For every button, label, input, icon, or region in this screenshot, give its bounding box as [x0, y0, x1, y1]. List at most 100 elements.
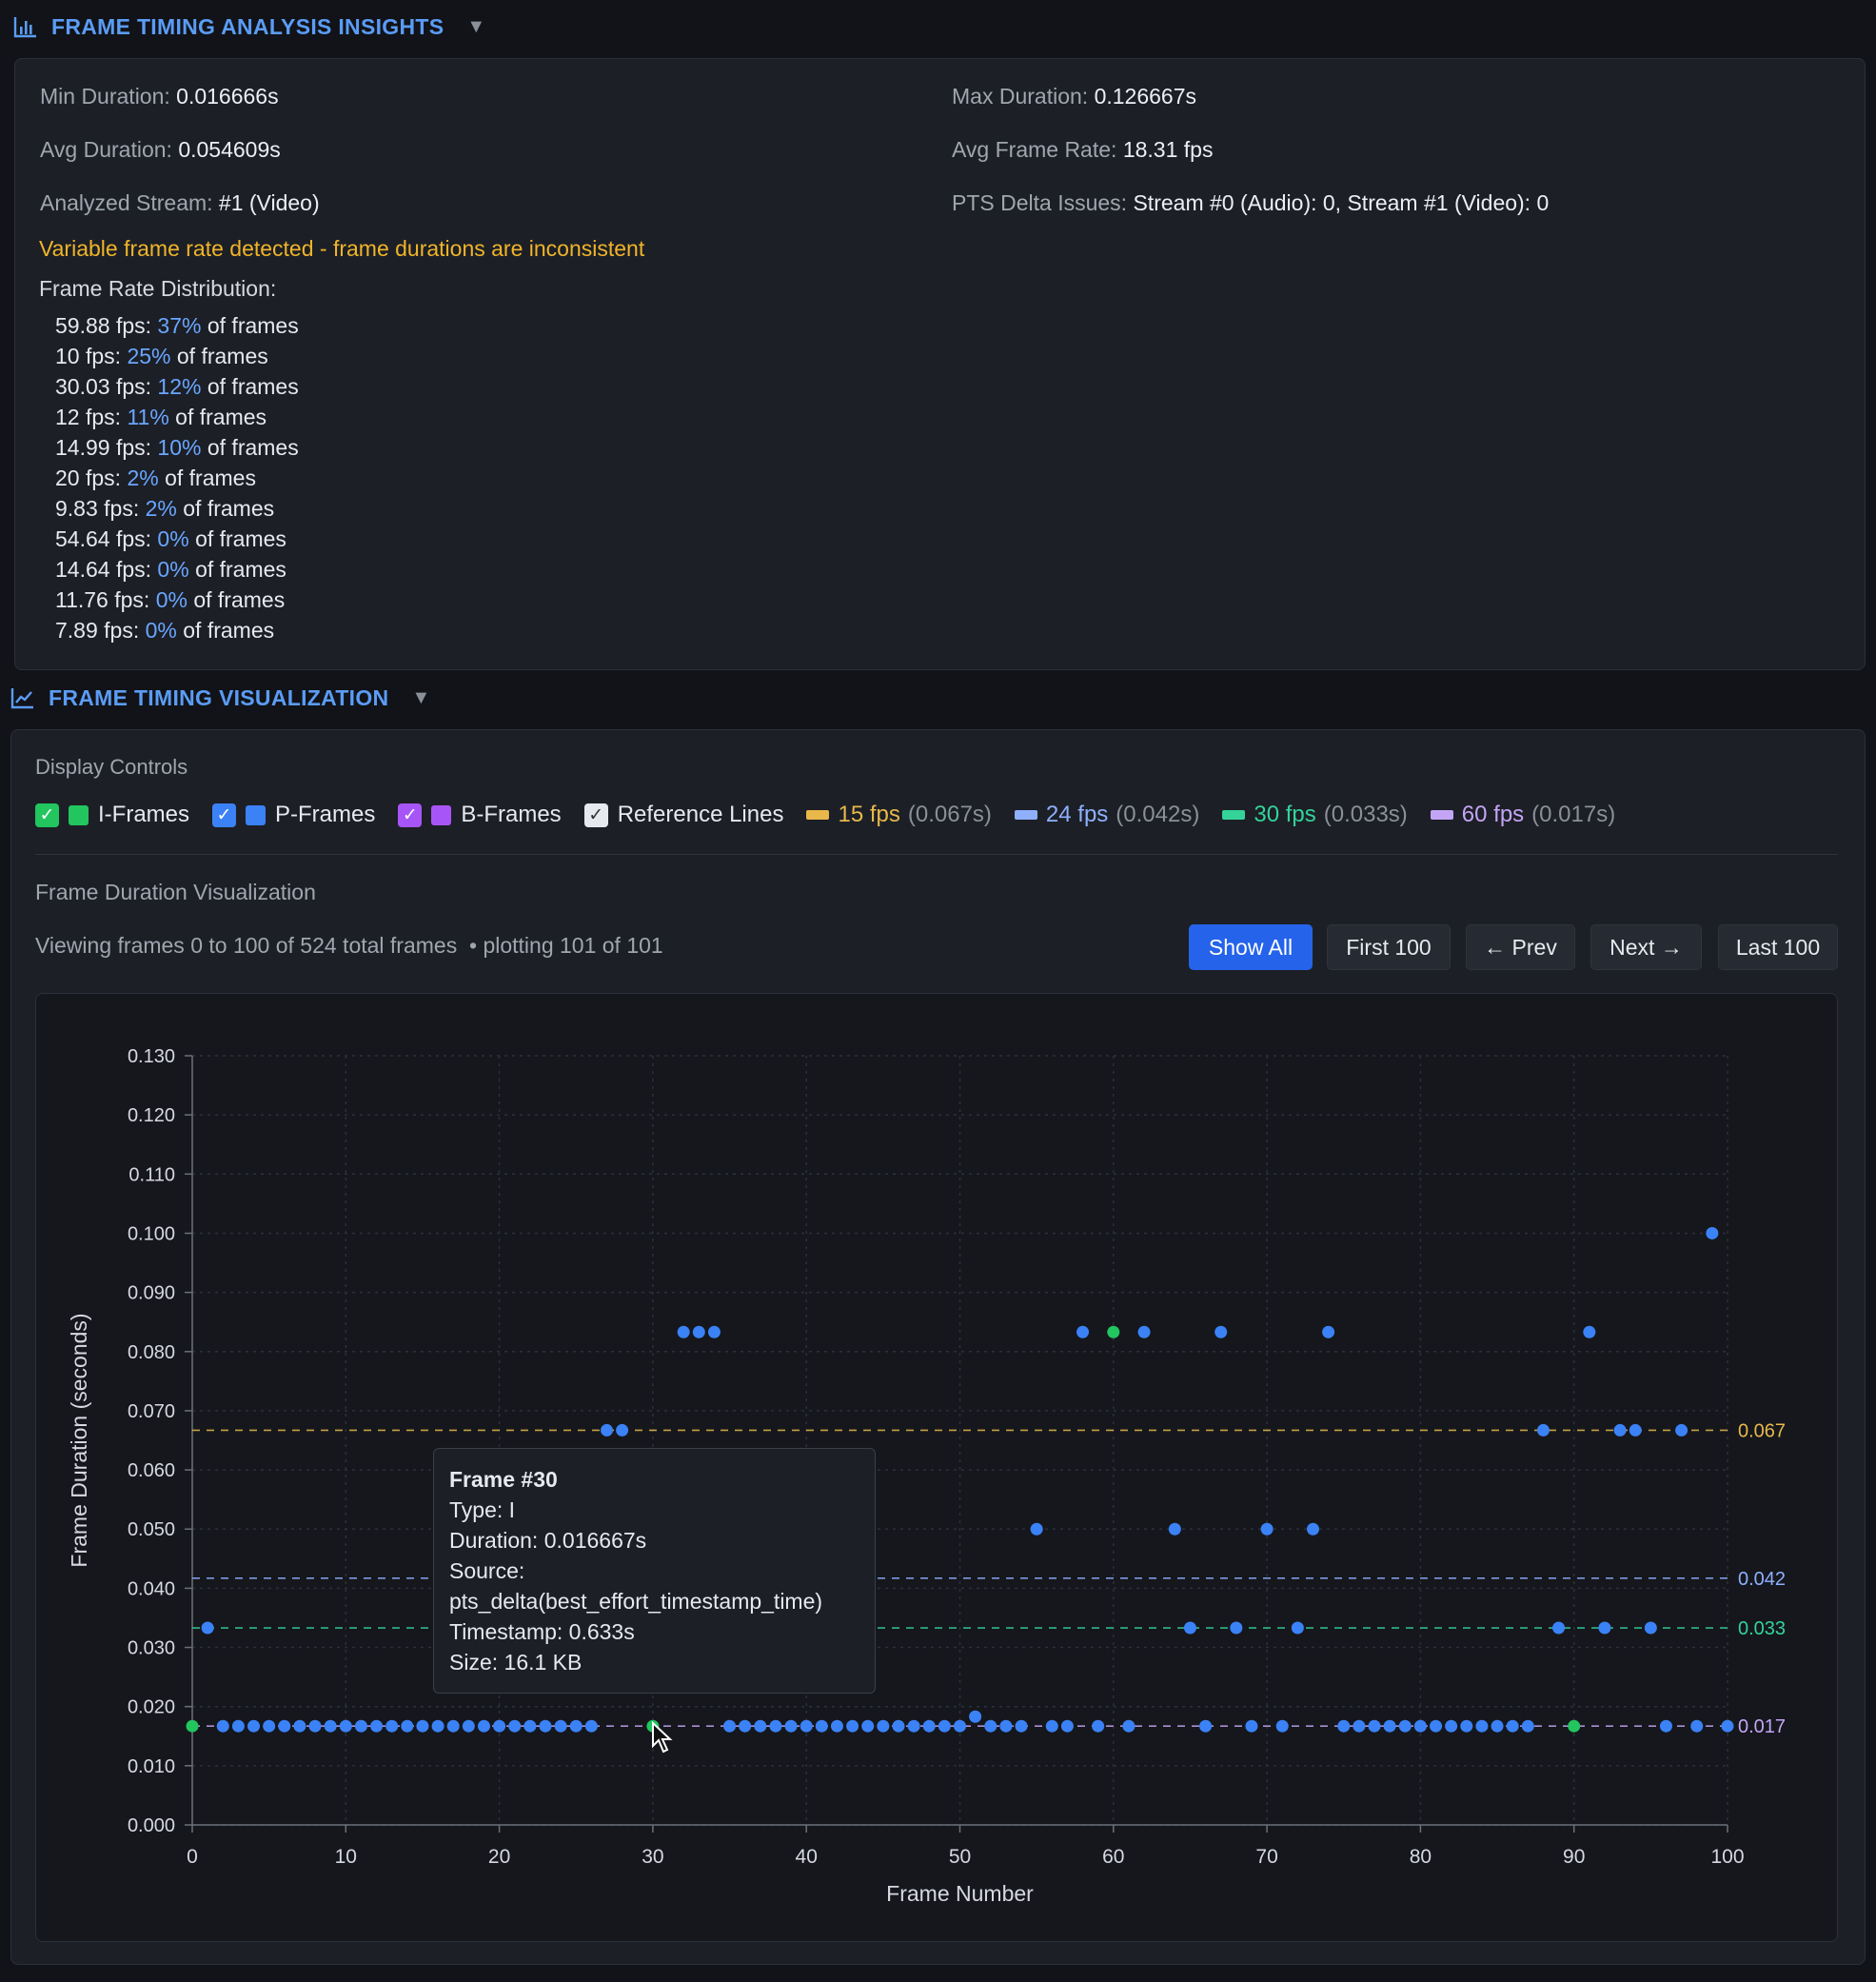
distribution-title: Frame Rate Distribution:	[39, 276, 277, 301]
max-duration: Max Duration: 0.126667s	[952, 84, 1196, 109]
x-tick-label: 50	[949, 1846, 971, 1868]
first-100-button[interactable]: First 100	[1327, 924, 1451, 970]
tooltip-type: Type: I	[449, 1497, 516, 1522]
last-100-button[interactable]: Last 100	[1718, 924, 1838, 970]
display-controls-title: Display Controls	[35, 755, 188, 779]
p-frame-point	[1137, 1325, 1151, 1338]
distribution-item: 9.83 fps: 2% of frames	[55, 496, 275, 521]
p-frame-point	[1183, 1621, 1196, 1635]
show-all-button[interactable]: Show All	[1189, 924, 1313, 970]
p-frame-point	[677, 1325, 690, 1338]
distribution-item: 7.89 fps: 0% of frames	[55, 618, 275, 643]
i-frame-point	[1568, 1719, 1581, 1733]
p-frame-point	[969, 1710, 982, 1723]
x-tick-label: 40	[796, 1846, 818, 1868]
p-frame-point	[907, 1719, 920, 1733]
toggle-reference-lines[interactable]: ✓ Reference Lines	[583, 802, 783, 828]
distribution-item: 10 fps: 25% of frames	[55, 344, 268, 368]
y-tick-label: 0.090	[128, 1283, 175, 1304]
prev-button[interactable]: ← Prev	[1466, 924, 1575, 970]
p-frame-point	[1306, 1522, 1319, 1536]
reference-legend-item: 60 fps (0.017s)	[1430, 802, 1615, 828]
reference-line-label: 0.033	[1738, 1618, 1786, 1639]
y-tick-label: 0.020	[128, 1697, 175, 1718]
p-frame-point	[1398, 1719, 1412, 1733]
distribution-item: 14.64 fps: 0% of frames	[55, 557, 286, 582]
p-frame-point	[401, 1719, 414, 1733]
x-tick-label: 20	[488, 1846, 510, 1868]
checkbox-check-icon[interactable]: ✓	[212, 803, 236, 827]
p-frame-point	[1368, 1719, 1381, 1733]
p-frame-point	[1353, 1719, 1366, 1733]
p-frame-point	[1659, 1719, 1672, 1733]
p-frame-point	[1460, 1719, 1473, 1733]
chart-container	[35, 993, 1838, 1942]
avg-frame-rate: Avg Frame Rate: 18.31 fps	[952, 137, 1214, 162]
p-frame-point	[954, 1719, 966, 1733]
p-frame-point	[1214, 1325, 1228, 1338]
y-tick-label: 0.110	[128, 1164, 175, 1185]
toggle-i-frames[interactable]: ✓ I-Frames	[35, 802, 189, 828]
p-frame-point	[938, 1719, 951, 1733]
legend-swatch	[1430, 810, 1453, 820]
p-frame-point	[1168, 1522, 1181, 1536]
next-button[interactable]: Next →	[1590, 924, 1702, 970]
collapse-caret-icon[interactable]: ▼	[466, 15, 486, 37]
reference-legend-item: 15 fps (0.067s)	[806, 802, 992, 828]
p-frame-point	[339, 1719, 352, 1733]
p-frame-point	[892, 1719, 905, 1733]
p-frame-point	[1260, 1522, 1274, 1536]
checkbox-check-icon[interactable]: ✓	[583, 803, 608, 827]
toggle-b-frames[interactable]: ✓ B-Frames	[398, 802, 562, 828]
y-tick-label: 0.050	[128, 1519, 175, 1540]
p-frame-point	[278, 1719, 291, 1733]
p-frame-point	[1092, 1719, 1105, 1733]
p-frame-point	[601, 1423, 614, 1437]
y-tick-label: 0.130	[128, 1046, 175, 1067]
tooltip-source-label: Source:	[449, 1558, 525, 1583]
distribution-item: 12 fps: 11% of frames	[55, 405, 267, 429]
viewing-range: Viewing frames 0 to 100 of 524 total fra…	[35, 933, 663, 958]
visualization-header[interactable]: FRAME TIMING VISUALIZATION ▼	[10, 679, 431, 717]
collapse-caret-icon[interactable]: ▼	[411, 686, 431, 708]
x-tick-label: 100	[1710, 1846, 1744, 1868]
p-frame-point	[1245, 1719, 1258, 1733]
y-tick-label: 0.120	[128, 1105, 175, 1126]
p-frame-point	[539, 1719, 552, 1733]
p-frame-point	[1413, 1719, 1427, 1733]
min-duration: Min Duration: 0.016666s	[40, 84, 279, 109]
p-frame-point	[1430, 1719, 1443, 1733]
p-frame-point	[1583, 1325, 1596, 1338]
p-frame-point	[1291, 1621, 1304, 1635]
p-frame-point	[508, 1719, 522, 1733]
p-frame-point	[1445, 1719, 1458, 1733]
p-frame-point	[1706, 1226, 1719, 1239]
insights-header[interactable]: FRAME TIMING ANALYSIS INSIGHTS ▼	[13, 8, 486, 46]
p-frame-point	[1552, 1621, 1566, 1635]
p-frame-point	[815, 1719, 828, 1733]
p-frame-point	[416, 1719, 429, 1733]
x-tick-label: 80	[1410, 1846, 1432, 1868]
p-frame-point	[723, 1719, 737, 1733]
p-frame-point	[877, 1719, 890, 1733]
p-frame-point	[216, 1719, 229, 1733]
i-frame-point	[1107, 1325, 1120, 1338]
p-frame-point	[1199, 1719, 1213, 1733]
p-frame-point	[569, 1719, 583, 1733]
color-swatch	[431, 804, 452, 825]
checkbox-check-icon[interactable]: ✓	[398, 803, 423, 827]
p-frame-point	[1521, 1719, 1534, 1733]
visualization-title: FRAME TIMING VISUALIZATION	[49, 684, 389, 710]
checkbox-check-icon[interactable]: ✓	[35, 803, 59, 827]
p-frame-point	[707, 1325, 721, 1338]
toggle-p-frames[interactable]: ✓ P-Frames	[212, 802, 375, 828]
y-axis-label: Frame Duration (seconds)	[67, 1313, 91, 1567]
insights-title: FRAME TIMING ANALYSIS INSIGHTS	[51, 13, 444, 39]
y-tick-label: 0.010	[128, 1756, 175, 1777]
tooltip-source-value: pts_delta(best_effort_timestamp_time)	[449, 1589, 823, 1614]
y-tick-label: 0.060	[128, 1460, 175, 1481]
distribution-item: 30.03 fps: 12% of frames	[55, 374, 299, 399]
divider	[35, 854, 1838, 855]
p-frame-point	[324, 1719, 337, 1733]
